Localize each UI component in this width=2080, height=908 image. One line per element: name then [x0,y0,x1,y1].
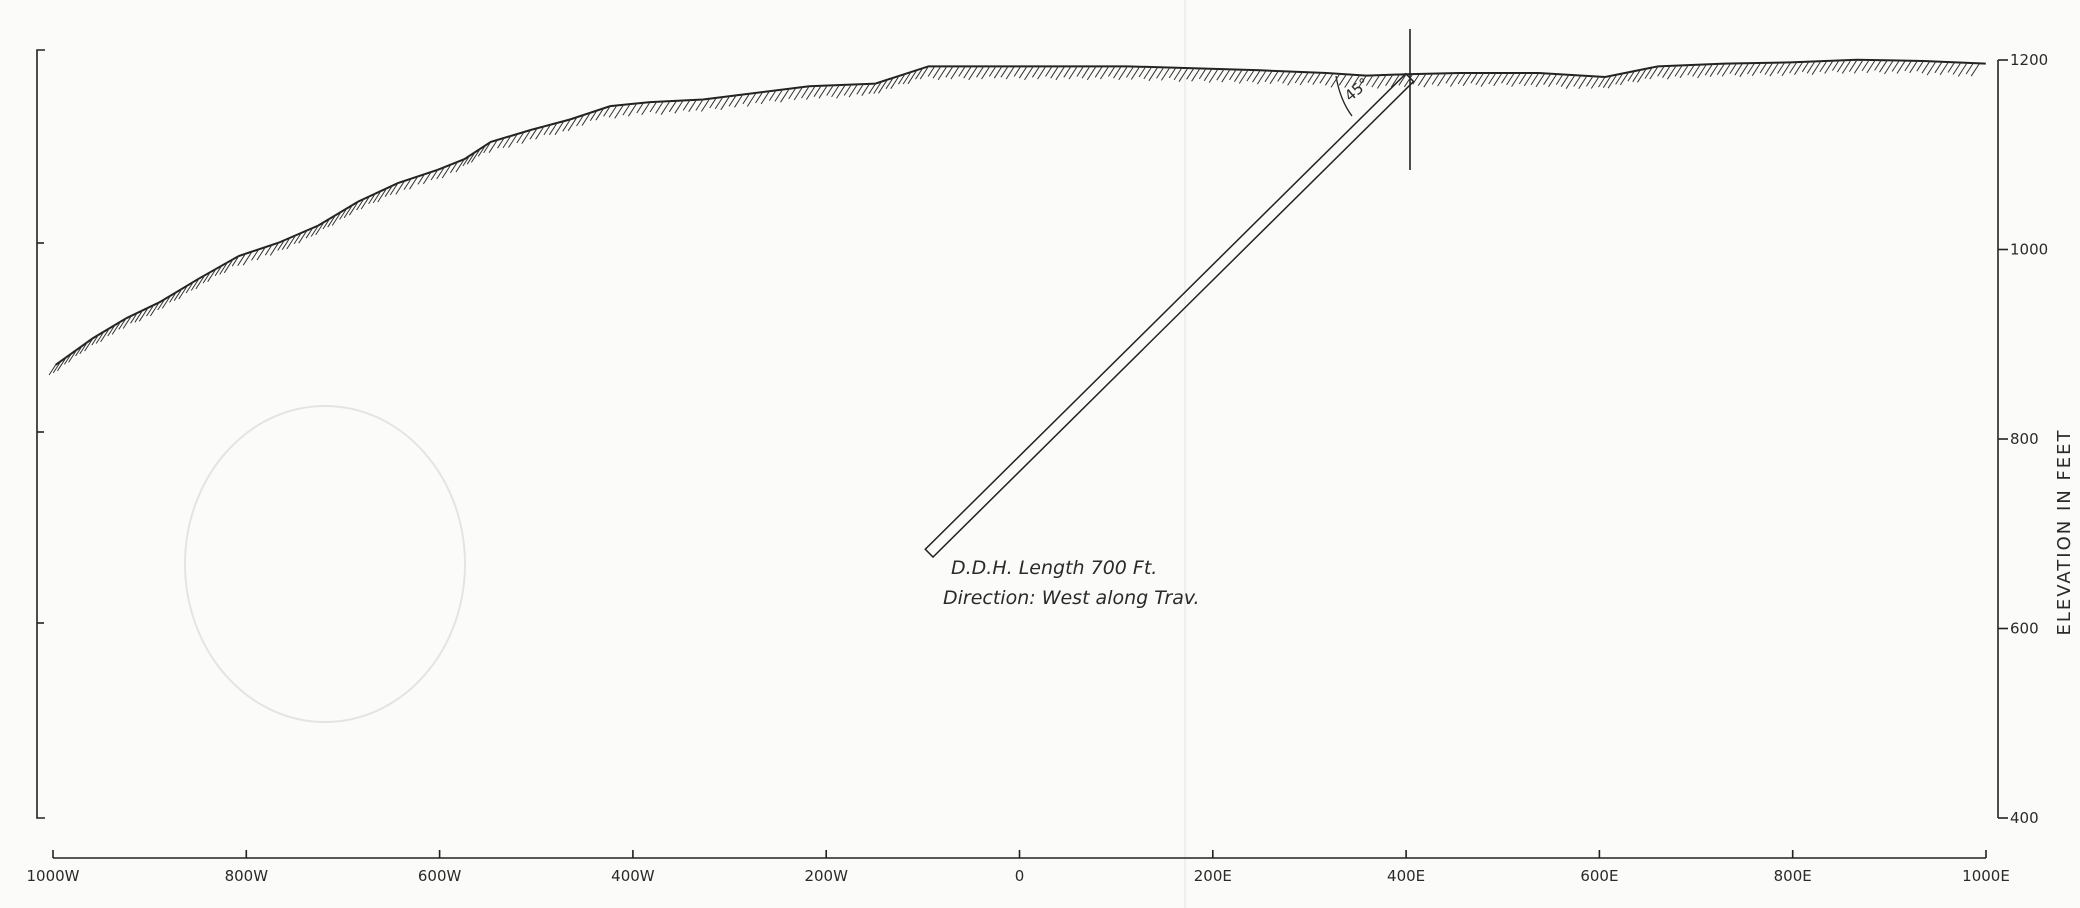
faint-stamp [184,405,466,723]
y-tick-label: 1000 [2010,241,2048,259]
drill-hole-outline [924,72,1415,559]
y-tick-label: 600 [2010,620,2039,638]
terrain [48,58,1986,376]
y-tick-label: 400 [2010,809,2039,827]
x-tick-label: 600E [1580,867,1618,885]
drill-hole [924,72,1415,559]
x-tick-label: 0 [1015,867,1025,885]
axis-title: ELEVATION IN FEET [2054,428,2075,635]
labels: 1000W 800W 600W 400W 200W 0 200E 400E 600E 800E 10… [26,51,2048,885]
y-tick-label: 800 [2010,430,2039,448]
x-tick-label: 1000W [26,867,79,885]
left-border [36,49,45,819]
x-tick-label: 600W [418,867,462,885]
x-tick-label: 1000E [1962,867,2010,885]
x-tick-label: 200E [1194,867,1232,885]
hole-length-note: D.D.H. Length 700 Ft. [951,557,1157,579]
x-tick-label: 200W [804,867,848,885]
direction-note: Direction: West along Trav. [943,587,1200,609]
x-tick-label: 400E [1387,867,1425,885]
ground-hatching [48,59,1980,376]
y-tick-label: 1200 [2010,51,2048,69]
x-tick-label: 800E [1774,867,1812,885]
angle-arc [1335,75,1353,117]
x-tick-label: 800W [225,867,269,885]
x-tick-label: 400W [611,867,655,885]
